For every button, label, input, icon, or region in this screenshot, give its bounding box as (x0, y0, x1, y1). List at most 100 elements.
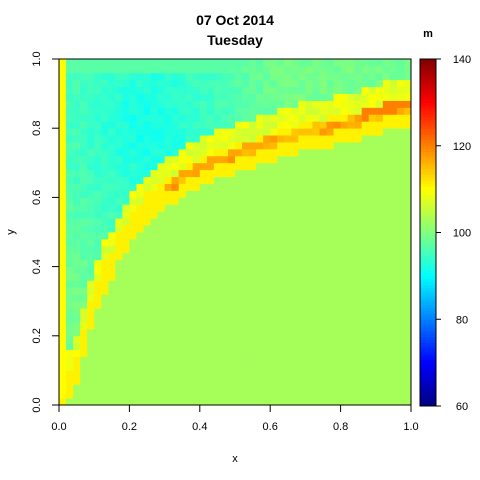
colorbar-segment (420, 151, 436, 155)
heatmap-cell (249, 190, 257, 198)
heatmap-cell (312, 232, 320, 240)
heatmap-cell (143, 114, 151, 122)
heatmap-cell (143, 162, 151, 171)
heatmap-cell (185, 356, 194, 364)
heatmap-cell (73, 301, 81, 309)
heatmap-cell (136, 273, 144, 281)
heatmap-cell (192, 225, 201, 233)
colorbar-tick-label: 80 (456, 314, 468, 326)
heatmap-cell (277, 155, 285, 164)
heatmap-cell (333, 266, 341, 274)
heatmap-cell (129, 363, 137, 371)
heatmap-cell (382, 315, 391, 323)
heatmap-cell (80, 384, 88, 392)
heatmap-cell (199, 252, 208, 261)
heatmap-cell (235, 72, 243, 81)
heatmap-cell (312, 391, 320, 399)
heatmap-cell (87, 211, 95, 219)
heatmap-cell (122, 398, 130, 406)
heatmap-cell (333, 321, 341, 330)
heatmap-cell (136, 266, 144, 274)
heatmap-cell (319, 128, 327, 136)
heatmap-cell (235, 363, 243, 371)
heatmap-cell (115, 391, 123, 399)
heatmap-cell (185, 273, 194, 281)
heatmap-cell (354, 238, 363, 247)
heatmap-cell (122, 128, 130, 136)
heatmap-cell (227, 301, 236, 309)
heatmap-cell (115, 259, 123, 267)
heatmap-cell (164, 335, 173, 344)
heatmap-cell (185, 197, 194, 205)
heatmap-cell (220, 273, 229, 281)
heatmap-cell (115, 225, 123, 233)
heatmap-cell (178, 349, 187, 357)
heatmap-cell (143, 232, 151, 240)
heatmap-cell (94, 391, 102, 399)
colorbar-segment (420, 229, 436, 233)
heatmap-cell (403, 72, 412, 81)
heatmap-cell (157, 190, 165, 198)
heatmap-cell (333, 169, 341, 178)
heatmap-cell (403, 287, 412, 295)
heatmap-cell (220, 114, 229, 122)
heatmap-cell (94, 363, 102, 371)
heatmap-cell (157, 349, 165, 357)
heatmap-cell (326, 142, 334, 150)
heatmap-cell (157, 218, 165, 226)
colorbar-segment (420, 238, 436, 242)
heatmap-cell (59, 114, 67, 122)
heatmap-cell (256, 356, 264, 364)
heatmap-cell (354, 252, 363, 261)
heatmap-cell (136, 294, 144, 302)
heatmap-cell (354, 280, 363, 288)
heatmap-cell (298, 176, 306, 184)
heatmap-cell (108, 59, 116, 67)
heatmap-cell (171, 384, 180, 392)
heatmap-cell (101, 315, 109, 323)
heatmap-cell (263, 183, 271, 191)
heatmap-cell (270, 321, 278, 330)
heatmap-cell (122, 308, 130, 316)
heatmap-cell (256, 114, 264, 122)
heatmap-cell (115, 356, 123, 364)
heatmap-cell (192, 176, 201, 184)
heatmap-cell (403, 335, 412, 344)
heatmap-cell (66, 155, 74, 164)
colorbar-segment (420, 82, 436, 86)
heatmap-cell (171, 100, 180, 108)
heatmap-cell (319, 79, 327, 88)
heatmap-cell (270, 377, 278, 385)
heatmap-cell (340, 183, 349, 191)
heatmap-cell (382, 398, 391, 406)
colorbar-segment (420, 281, 436, 285)
heatmap-cell (333, 315, 341, 323)
heatmap-cell (178, 155, 187, 164)
heatmap-cell (192, 148, 201, 157)
heatmap-cell (347, 363, 356, 371)
heatmap-cell (368, 72, 377, 81)
heatmap-cell (73, 107, 81, 115)
heatmap-cell (235, 100, 243, 108)
heatmap-cell (66, 100, 74, 108)
heatmap-cell (178, 114, 187, 122)
heatmap-cell (249, 79, 257, 88)
heatmap-cell (136, 176, 144, 184)
heatmap-cell (284, 342, 292, 351)
heatmap-cell (284, 218, 292, 226)
heatmap-cell (347, 315, 356, 323)
heatmap-cell (227, 308, 236, 316)
heatmap-cell (249, 107, 257, 115)
heatmap-cell (80, 190, 88, 198)
heatmap-cell (305, 114, 313, 122)
heatmap-cell (150, 328, 158, 337)
heatmap-cell (256, 363, 264, 371)
heatmap-cell (270, 294, 278, 302)
heatmap-cell (312, 86, 320, 94)
heatmap-cell (213, 100, 222, 108)
heatmap-cell (298, 86, 306, 94)
heatmap-cell (206, 273, 215, 281)
heatmap-cell (80, 377, 88, 385)
heatmap-cell (171, 211, 180, 219)
colorbar-segment (420, 255, 436, 259)
